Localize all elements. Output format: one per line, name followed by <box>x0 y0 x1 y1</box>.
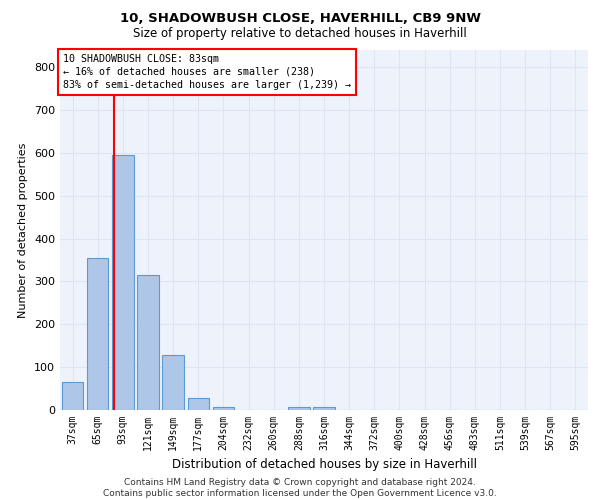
Bar <box>112 155 134 410</box>
Text: 10 SHADOWBUSH CLOSE: 83sqm
← 16% of detached houses are smaller (238)
83% of sem: 10 SHADOWBUSH CLOSE: 83sqm ← 16% of deta… <box>62 54 350 90</box>
Bar <box>213 406 234 410</box>
Bar <box>163 355 184 410</box>
X-axis label: Distribution of detached houses by size in Haverhill: Distribution of detached houses by size … <box>172 458 476 471</box>
Y-axis label: Number of detached properties: Number of detached properties <box>19 142 28 318</box>
Bar <box>188 398 209 410</box>
Text: Contains HM Land Registry data © Crown copyright and database right 2024.
Contai: Contains HM Land Registry data © Crown c… <box>103 478 497 498</box>
Text: 10, SHADOWBUSH CLOSE, HAVERHILL, CB9 9NW: 10, SHADOWBUSH CLOSE, HAVERHILL, CB9 9NW <box>119 12 481 26</box>
Bar <box>313 406 335 410</box>
Bar <box>137 275 158 410</box>
Bar <box>87 258 109 410</box>
Bar <box>288 406 310 410</box>
Text: Size of property relative to detached houses in Haverhill: Size of property relative to detached ho… <box>133 28 467 40</box>
Bar <box>62 382 83 410</box>
